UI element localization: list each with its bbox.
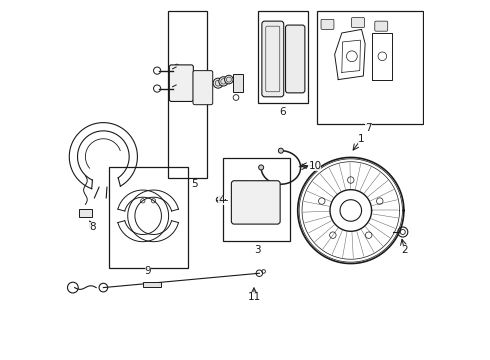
Text: 7: 7 <box>366 123 372 133</box>
Circle shape <box>196 80 210 93</box>
Text: 5: 5 <box>192 179 198 189</box>
FancyBboxPatch shape <box>375 21 388 31</box>
Circle shape <box>240 186 268 213</box>
Bar <box>317 12 422 125</box>
Bar <box>258 12 308 103</box>
Text: 6: 6 <box>279 107 286 117</box>
FancyBboxPatch shape <box>193 71 213 105</box>
Text: 10: 10 <box>308 161 321 171</box>
Circle shape <box>174 73 194 93</box>
Circle shape <box>278 148 283 153</box>
FancyBboxPatch shape <box>286 25 305 93</box>
Circle shape <box>177 77 191 90</box>
FancyBboxPatch shape <box>231 181 280 224</box>
Bar <box>79 209 92 217</box>
Circle shape <box>216 197 222 203</box>
Text: 2: 2 <box>401 245 408 255</box>
FancyBboxPatch shape <box>351 18 365 28</box>
Circle shape <box>245 191 263 208</box>
Text: 9: 9 <box>145 266 151 276</box>
Bar <box>109 167 188 268</box>
Bar <box>223 158 290 241</box>
Circle shape <box>219 77 228 86</box>
Bar <box>233 74 243 92</box>
Bar <box>168 12 207 178</box>
FancyBboxPatch shape <box>170 65 194 102</box>
Circle shape <box>224 75 233 84</box>
FancyBboxPatch shape <box>321 19 334 30</box>
Text: 3: 3 <box>254 245 261 255</box>
Text: 4: 4 <box>219 195 225 205</box>
Text: 11: 11 <box>247 292 261 302</box>
Bar <box>143 282 161 287</box>
Text: 1: 1 <box>358 134 365 144</box>
Circle shape <box>213 78 223 88</box>
Circle shape <box>259 165 264 170</box>
Text: 8: 8 <box>89 222 96 231</box>
FancyBboxPatch shape <box>262 21 284 97</box>
